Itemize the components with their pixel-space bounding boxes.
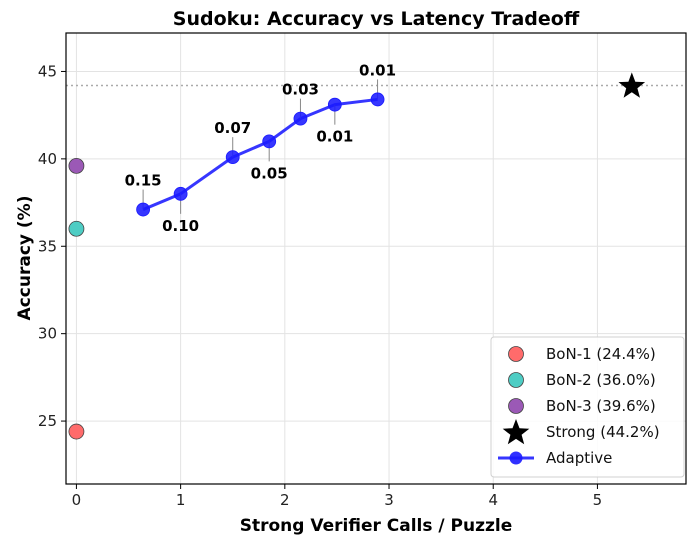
- circle-marker: [68, 157, 85, 174]
- y-tick-label: 45: [38, 62, 57, 80]
- y-axis-label: Accuracy (%): [15, 196, 35, 321]
- legend-star-icon: [502, 419, 530, 445]
- adaptive-point: [173, 186, 188, 201]
- annotation-label: 0.07: [214, 119, 251, 137]
- x-axis-ticks: 0 1 2 3 4 5: [72, 484, 603, 509]
- y-tick-label: 30: [38, 325, 57, 343]
- axes-frame: [65, 32, 687, 485]
- series-adaptive: 0.15 0.10 0.07 0.05 0.03 0.01 0.01: [125, 61, 396, 234]
- star-marker: [618, 72, 646, 98]
- annotation-label: 0.05: [251, 164, 288, 182]
- adaptive-point: [136, 202, 151, 217]
- adaptive-point: [293, 111, 308, 126]
- legend-circle-icon: [508, 398, 524, 414]
- x-tick-label: 1: [176, 491, 186, 509]
- x-tick-label: 4: [488, 491, 498, 509]
- series-bon-2: [68, 220, 85, 237]
- legend: BoN-1 (24.4%) BoN-2 (36.0%) BoN-3 (39.6%) S…: [490, 336, 685, 478]
- x-tick-label: 3: [384, 491, 394, 509]
- legend-box: [490, 336, 685, 478]
- adaptive-point: [225, 150, 240, 165]
- series-bon-3: [68, 157, 85, 174]
- annotation-label: 0.15: [125, 172, 162, 190]
- legend-label: BoN-2 (36.0%): [546, 371, 656, 389]
- legend-item: BoN-2 (36.0%): [508, 371, 656, 389]
- annotation-label: 0.01: [359, 61, 396, 79]
- legend-label: BoN-1 (24.4%): [546, 345, 656, 363]
- legend-label: Adaptive: [546, 449, 612, 467]
- legend-item: BoN-3 (39.6%): [508, 397, 656, 415]
- chart-title: Sudoku: Accuracy vs Latency Tradeoff: [173, 8, 580, 30]
- series-bon-1: [68, 423, 85, 440]
- adaptive-point: [370, 92, 385, 107]
- y-tick-label: 40: [38, 150, 57, 168]
- y-tick-label: 25: [38, 412, 57, 430]
- circle-marker: [68, 423, 85, 440]
- legend-label: Strong (44.2%): [546, 423, 660, 441]
- legend-label: BoN-3 (39.6%): [546, 397, 656, 415]
- plot-area: 0.15 0.10 0.07 0.05 0.03 0.01 0.01: [68, 61, 646, 440]
- legend-item: BoN-1 (24.4%): [508, 345, 656, 363]
- y-axis-ticks: 25 30 35 40 45: [38, 62, 66, 430]
- legend-item: Adaptive: [498, 449, 612, 467]
- adaptive-point: [262, 134, 277, 149]
- annotation-label: 0.03: [282, 81, 319, 99]
- x-tick-label: 0: [72, 491, 82, 509]
- legend-circle-icon: [509, 451, 523, 465]
- circle-marker: [68, 220, 85, 237]
- x-axis-label: Strong Verifier Calls / Puzzle: [240, 516, 513, 536]
- legend-item: Strong (44.2%): [502, 419, 660, 445]
- annotation-label: 0.01: [316, 128, 353, 146]
- adaptive-point: [327, 97, 342, 112]
- legend-circle-icon: [508, 372, 524, 388]
- x-tick-label: 5: [593, 491, 603, 509]
- x-tick-label: 2: [280, 491, 290, 509]
- y-tick-label: 35: [38, 237, 57, 255]
- legend-circle-icon: [508, 346, 524, 362]
- annotation-label: 0.10: [162, 217, 199, 235]
- series-strong: [618, 72, 646, 98]
- grid-lines: [66, 33, 686, 484]
